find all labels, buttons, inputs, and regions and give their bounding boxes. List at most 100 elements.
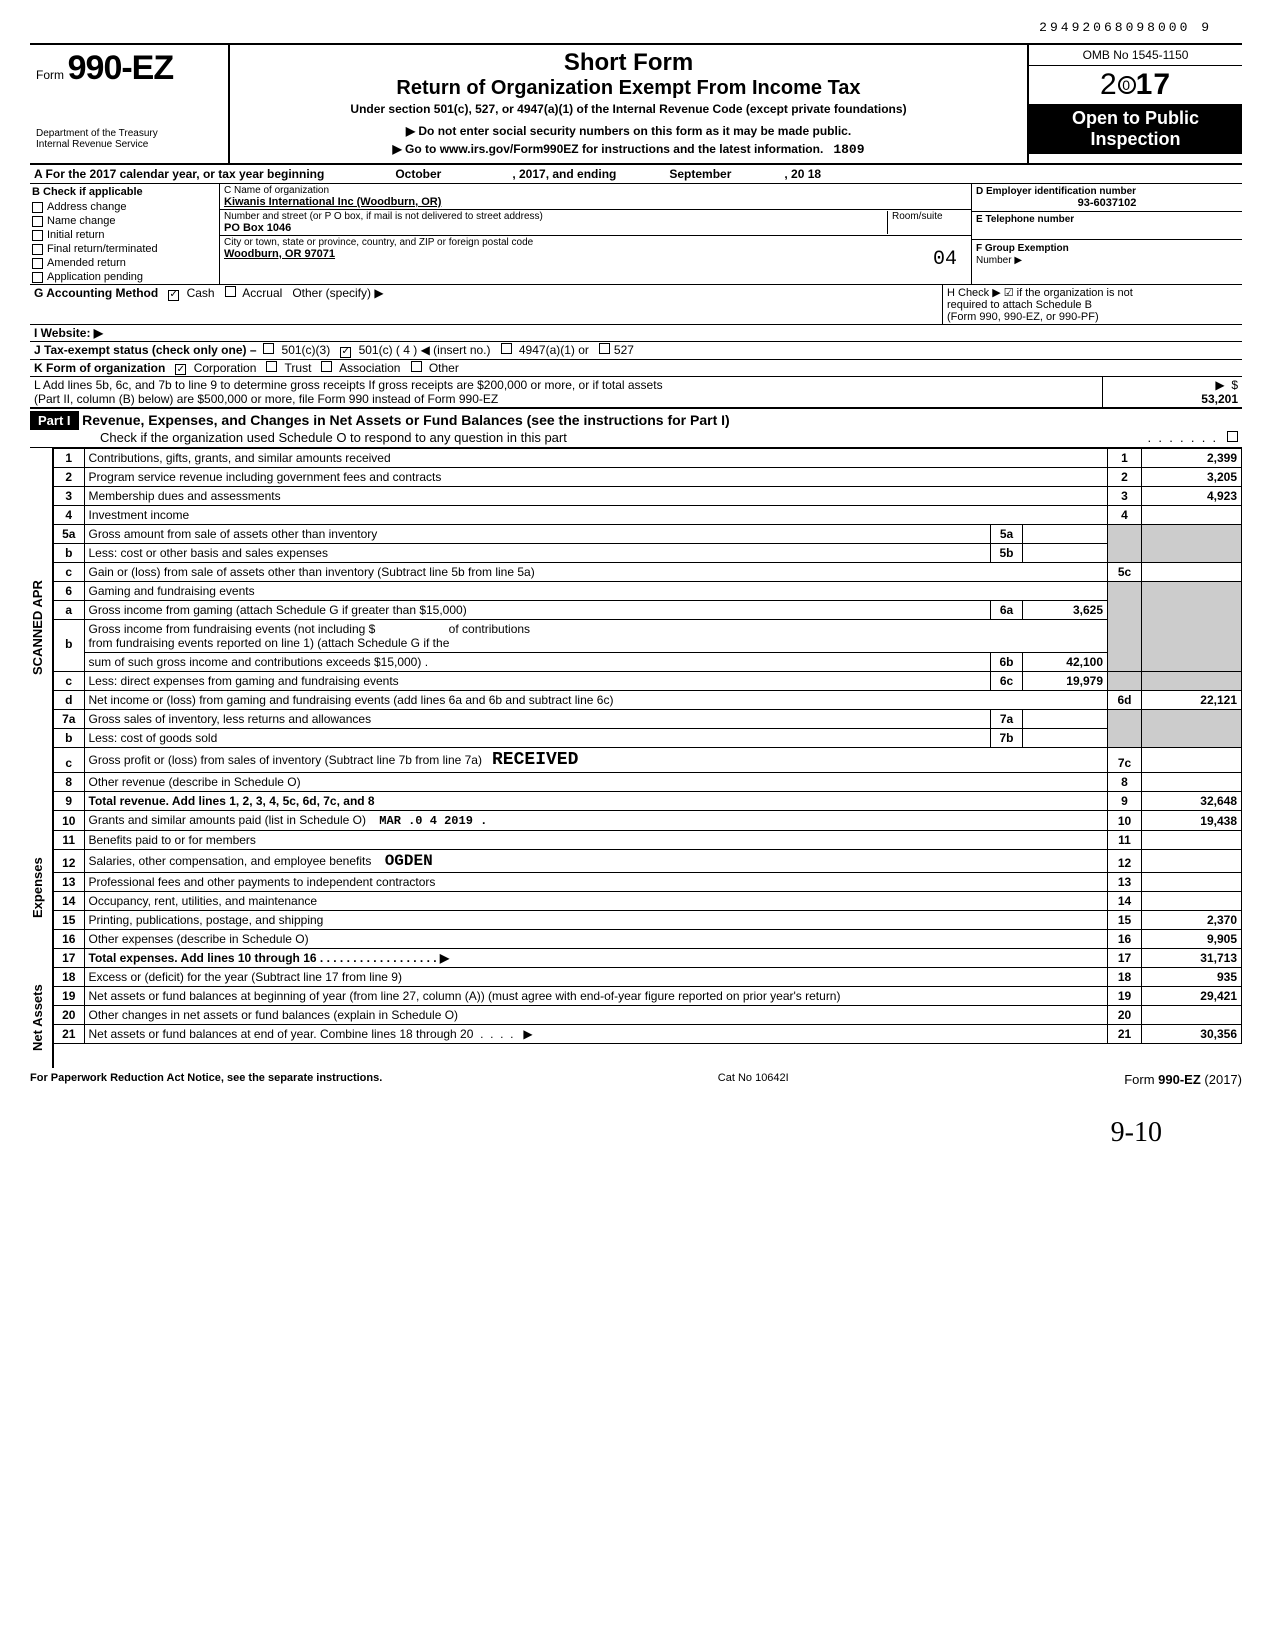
lbl-assoc: Association: [339, 361, 400, 375]
chk-name-change[interactable]: [32, 216, 43, 227]
chk-527[interactable]: [599, 343, 610, 354]
h-line3: (Form 990, 990-EZ, or 990-PF): [947, 311, 1238, 323]
section-bcde: B Check if applicable Address change Nam…: [30, 184, 1242, 285]
part-1-header: Part I Revenue, Expenses, and Changes in…: [30, 409, 1242, 448]
line-6b-amt: 42,100: [1023, 653, 1108, 672]
k-label: K Form of organization: [34, 361, 165, 375]
chk-schedo-part1[interactable]: [1227, 431, 1238, 442]
d-label: D Employer identification number: [976, 186, 1238, 197]
side-scanned: SCANNED APR: [30, 448, 45, 808]
lbl-527: 527: [614, 343, 634, 357]
line-20-amt: [1142, 1006, 1242, 1025]
instr-url: ▶ Go to www.irs.gov/Form990EZ for instru…: [238, 140, 1019, 159]
line-12-amt: [1142, 850, 1242, 873]
line-8-desc: Other revenue (describe in Schedule O): [84, 773, 1108, 792]
part-1-label: Part I: [30, 411, 79, 430]
line-15-desc: Printing, publications, postage, and shi…: [84, 911, 1108, 930]
line-6d-desc: Net income or (loss) from gaming and fun…: [84, 691, 1108, 710]
hw-1809: 1809: [833, 142, 864, 157]
line-14-desc: Occupancy, rent, utilities, and maintena…: [84, 892, 1108, 911]
chk-application-pending[interactable]: [32, 272, 43, 283]
side-expenses: Expenses: [30, 808, 45, 968]
chk-trust[interactable]: [266, 361, 277, 372]
line-18-amt: 935: [1142, 968, 1242, 987]
lbl-accrual: Accrual: [242, 286, 282, 300]
c-name-label: C Name of organization: [224, 185, 967, 196]
line-9-amt: 32,648: [1142, 792, 1242, 811]
tax-year-begin: October: [328, 165, 508, 183]
tax-year: 2017: [1029, 66, 1242, 104]
footer: For Paperwork Reduction Act Notice, see …: [30, 1072, 1242, 1087]
stamp-ogden: OGDEN: [385, 852, 433, 870]
f-label2: Number ▶: [976, 255, 1022, 266]
lbl-4947: 4947(a)(1) or: [519, 343, 589, 357]
line-7c-amt: [1142, 748, 1242, 773]
city-label: City or town, state or province, country…: [224, 237, 967, 248]
chk-initial-return[interactable]: [32, 230, 43, 241]
line-1-desc: Contributions, gifts, grants, and simila…: [84, 449, 1108, 468]
line-16-amt: 9,905: [1142, 930, 1242, 949]
chk-cash[interactable]: ✓: [168, 290, 179, 301]
line-6a-amt: 3,625: [1023, 601, 1108, 620]
line-5c-desc: Gain or (loss) from sale of assets other…: [84, 563, 1108, 582]
chk-final-return[interactable]: [32, 244, 43, 255]
dept-irs: Internal Revenue Service: [36, 139, 222, 150]
line-6c-amt: 19,979: [1023, 672, 1108, 691]
line-13-amt: [1142, 873, 1242, 892]
line-2-amt: 3,205: [1142, 468, 1242, 487]
open-public-2: Inspection: [1031, 129, 1240, 150]
line-7a-amt: [1023, 710, 1108, 729]
lbl-corp: Corporation: [194, 361, 257, 375]
line-20-desc: Other changes in net assets or fund bala…: [84, 1006, 1108, 1025]
line-10-amt: 19,438: [1142, 811, 1242, 831]
line-5b-amt: [1023, 544, 1108, 563]
side-netassets: Net Assets: [30, 968, 45, 1068]
line-7b-amt: [1023, 729, 1108, 748]
line-18-desc: Excess or (deficit) for the year (Subtra…: [84, 968, 1108, 987]
org-name: Kiwanis International Inc (Woodburn, OR): [224, 196, 967, 208]
lbl-cash: Cash: [187, 286, 215, 300]
line-19-amt: 29,421: [1142, 987, 1242, 1006]
line-11-amt: [1142, 831, 1242, 850]
chk-other-org[interactable]: [411, 361, 422, 372]
line-16-desc: Other expenses (describe in Schedule O): [84, 930, 1108, 949]
l-text1: L Add lines 5b, 6c, and 7b to line 9 to …: [34, 378, 1098, 392]
side-labels: SCANNED APR Expenses Net Assets: [30, 448, 54, 1068]
title-short-form: Short Form: [238, 49, 1019, 77]
stamp-date: MAR .0 4 2019 .: [379, 814, 487, 828]
line-6b-desc3: sum of such gross income and contributio…: [84, 653, 991, 672]
city-state-zip: Woodburn, OR 97071: [224, 248, 933, 271]
lbl-501c3: 501(c)(3): [282, 343, 331, 357]
part-1-title: Revenue, Expenses, and Changes in Net As…: [82, 412, 730, 428]
line-3-amt: 4,923: [1142, 487, 1242, 506]
line-8-amt: [1142, 773, 1242, 792]
lbl-final-return: Final return/terminated: [47, 243, 158, 255]
line-21-amt: 30,356: [1142, 1025, 1242, 1044]
l-text2: (Part II, column (B) below) are $500,000…: [34, 392, 1098, 406]
chk-amended-return[interactable]: [32, 258, 43, 269]
chk-accrual[interactable]: [225, 286, 236, 297]
hw-city-code: 04: [933, 248, 967, 271]
chk-assoc[interactable]: [321, 361, 332, 372]
dept-treasury: Department of the Treasury: [36, 128, 222, 139]
line-a-mid: , 2017, and ending: [508, 165, 620, 183]
line-17-amt: 31,713: [1142, 949, 1242, 968]
hw-initials: 9-10: [30, 1117, 1242, 1149]
chk-501c[interactable]: ✓: [340, 347, 351, 358]
line-5a-amt: [1023, 525, 1108, 544]
line-5b-desc: Less: cost or other basis and sales expe…: [84, 544, 991, 563]
line-12-desc: Salaries, other compensation, and employ…: [84, 850, 1108, 873]
chk-501c3[interactable]: [263, 343, 274, 354]
chk-address-change[interactable]: [32, 202, 43, 213]
line-17-desc: Total expenses. Add lines 10 through 16: [89, 951, 317, 965]
chk-corp[interactable]: ✓: [175, 364, 186, 375]
line-21-desc: Net assets or fund balances at end of ye…: [89, 1027, 474, 1041]
line-9-desc: Total revenue. Add lines 1, 2, 3, 4, 5c,…: [84, 792, 1108, 811]
chk-4947[interactable]: [501, 343, 512, 354]
form-header: Form 990-EZ Department of the Treasury I…: [30, 43, 1242, 165]
line-13-desc: Professional fees and other payments to …: [84, 873, 1108, 892]
i-website: I Website: ▶: [30, 325, 107, 341]
lbl-501c: 501(c) ( 4 ) ◀ (insert no.): [359, 343, 491, 357]
line-a-pre: A For the 2017 calendar year, or tax yea…: [30, 165, 328, 183]
line-10-desc: Grants and similar amounts paid (list in…: [84, 811, 1108, 831]
